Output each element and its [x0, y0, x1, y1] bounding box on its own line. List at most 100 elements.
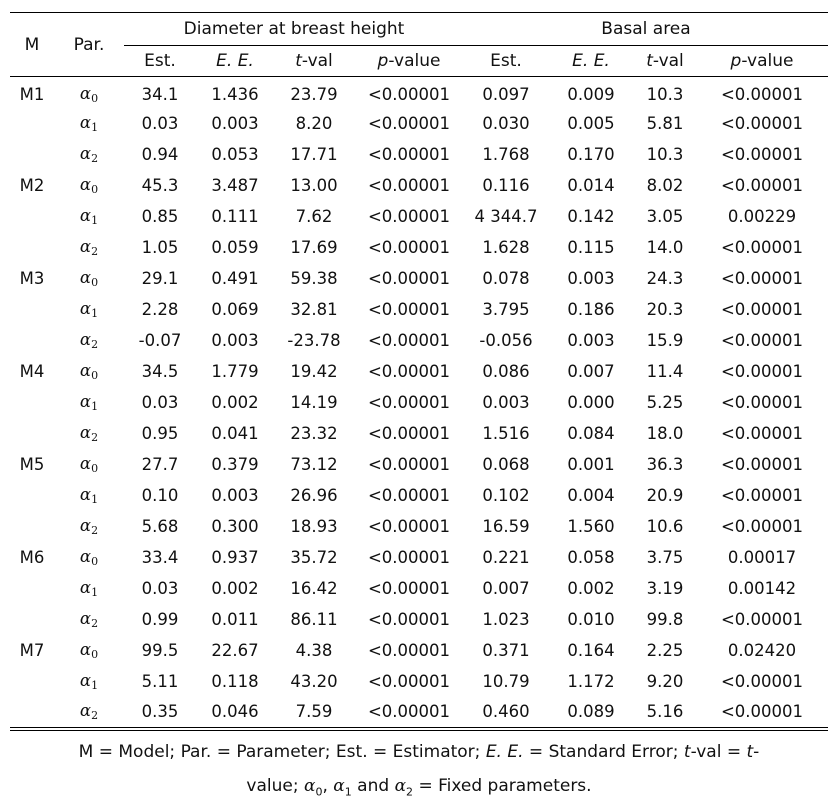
- pvalue-ba-cell: <0.00001: [720, 609, 804, 629]
- tval-dbh-cell: 35.72: [290, 547, 338, 567]
- pvalue-dbh-cell: <0.00001: [367, 175, 451, 195]
- se-ba-cell: 0.164: [567, 640, 615, 660]
- se-ba-cell: 0.007: [567, 361, 615, 381]
- alpha-symbol: α: [79, 639, 92, 659]
- est-ba-cell: 0.068: [482, 454, 530, 474]
- se-dbh-cell: 0.041: [211, 423, 259, 443]
- tval-ba-cell: 10.3: [646, 84, 684, 104]
- est-ba-cell: 0.086: [482, 361, 530, 381]
- se-dbh-cell: 3.487: [211, 175, 259, 195]
- tval-ba-cell: 18.0: [646, 423, 684, 443]
- alpha-subscript: 2: [91, 337, 99, 351]
- table-row: M7 α0 99.5 22.67 4.38 <0.00001 0.371 0.164 2.25 0…: [10, 635, 828, 666]
- est-ba-cell: 0.102: [482, 485, 530, 505]
- model-cell: M1: [19, 84, 45, 104]
- est-dbh-cell: 5.11: [141, 671, 179, 691]
- se-ba-cell: 0.003: [567, 330, 615, 350]
- tval-ba-cell: 10.6: [646, 516, 684, 536]
- tval-dbh-cell: -23.78: [287, 330, 341, 350]
- est-dbh-cell: 0.03: [141, 578, 179, 598]
- est-ba-cell: 1.628: [482, 237, 530, 257]
- tval-ba-cell: 11.4: [646, 361, 684, 381]
- model-cell: M2: [19, 175, 45, 195]
- se-ba-cell: 0.003: [567, 268, 615, 288]
- tval-ba-cell: 10.3: [646, 144, 684, 164]
- table-row: α2 0.95 0.041 23.32 <0.00001 1.516 0.084 18.0 <0…: [10, 418, 828, 449]
- table-row: M4 α0 34.5 1.779 19.42 <0.00001 0.086 0.007 11.4…: [10, 356, 828, 387]
- alpha-symbol: α: [79, 329, 92, 349]
- parameter-cell: α0: [54, 356, 124, 387]
- parameter-cell: α0: [54, 449, 124, 480]
- alpha-symbol: α: [79, 701, 92, 721]
- se-dbh-cell: 0.379: [211, 454, 259, 474]
- parameter-cell: α1: [54, 573, 124, 604]
- se-ba-cell: 0.000: [567, 392, 615, 412]
- tval-dbh-cell: 17.69: [290, 237, 338, 257]
- alpha-subscript: 1: [91, 306, 99, 320]
- est-ba-cell: 0.097: [482, 84, 530, 104]
- pvalue-ba-cell: <0.00001: [720, 702, 804, 722]
- model-cell: [10, 325, 54, 356]
- pvalue-ba-cell: <0.00001: [720, 237, 804, 257]
- pvalue-dbh-cell: <0.00001: [367, 299, 451, 319]
- tval-dbh-cell: 8.20: [295, 113, 333, 133]
- est-ba-cell: 16.59: [482, 516, 530, 536]
- parameter-cell: α2: [54, 418, 124, 449]
- table-footnote: M = Model; Par. = Parameter; Est. = Esti…: [10, 730, 828, 809]
- est-dbh-cell: 0.94: [141, 144, 179, 164]
- pvalue-dbh-cell: <0.00001: [367, 578, 451, 598]
- parameter-cell: α1: [54, 387, 124, 418]
- est-dbh-cell: 0.95: [141, 423, 179, 443]
- est-dbh-cell: 5.68: [141, 516, 179, 536]
- model-cell: M4: [19, 361, 45, 381]
- model-cell: [10, 139, 54, 170]
- table-row: α1 0.03 0.002 16.42 <0.00001 0.007 0.002 3.19 0.…: [10, 573, 828, 604]
- model-cell: [10, 387, 54, 418]
- model-cell: [10, 697, 54, 728]
- parameter-estimates-table: M Par. Diameter at breast height Basal a…: [10, 12, 828, 728]
- tval-ba-cell: 24.3: [646, 268, 684, 288]
- parameter-cell: α1: [54, 666, 124, 697]
- alpha-subscript: 0: [91, 554, 99, 568]
- table-row: α2 0.99 0.011 86.11 <0.00001 1.023 0.010 99.8 <0…: [10, 604, 828, 635]
- se-dbh-cell: 22.67: [211, 640, 259, 660]
- est-ba-cell: 0.078: [482, 268, 530, 288]
- table-row: α1 0.03 0.003 8.20 <0.00001 0.030 0.005 5.81 <0.…: [10, 108, 828, 139]
- se-dbh-cell: 0.069: [211, 299, 259, 319]
- header-pvalue-ba: p-value: [730, 51, 794, 71]
- model-cell: M3: [19, 268, 45, 288]
- model-cell: [10, 108, 54, 139]
- se-dbh-cell: 0.003: [211, 485, 259, 505]
- alpha-symbol: α: [79, 391, 92, 411]
- est-ba-cell: 4 344.7: [474, 206, 538, 226]
- header-se-ba: E. E.: [572, 51, 610, 71]
- pvalue-ba-cell: <0.00001: [720, 175, 804, 195]
- tval-dbh-cell: 7.62: [295, 206, 333, 226]
- se-ba-cell: 0.001: [567, 454, 615, 474]
- pvalue-dbh-cell: <0.00001: [367, 206, 451, 226]
- tval-dbh-cell: 14.19: [290, 392, 338, 412]
- table-row: α2 5.68 0.300 18.93 <0.00001 16.59 1.560 10.6 <0…: [10, 511, 828, 542]
- est-ba-cell: -0.056: [479, 330, 533, 350]
- tval-ba-cell: 5.25: [646, 392, 684, 412]
- parameter-cell: α2: [54, 139, 124, 170]
- tval-ba-cell: 20.3: [646, 299, 684, 319]
- pvalue-dbh-cell: <0.00001: [367, 423, 451, 443]
- se-dbh-cell: 1.436: [211, 84, 259, 104]
- alpha-symbol: α: [79, 298, 92, 318]
- pvalue-ba-cell: 0.02420: [727, 640, 797, 660]
- tval-ba-cell: 9.20: [646, 671, 684, 691]
- model-cell: [10, 201, 54, 232]
- alpha-subscript: 0: [91, 647, 99, 661]
- pvalue-dbh-cell: <0.00001: [367, 330, 451, 350]
- alpha-symbol: α: [79, 515, 92, 535]
- est-dbh-cell: 33.4: [141, 547, 179, 567]
- se-ba-cell: 0.089: [567, 702, 615, 722]
- table-row: α1 0.85 0.111 7.62 <0.00001 4 344.7 0.142 3.05 0…: [10, 201, 828, 232]
- footnote-line-2: value; α0, α1 and α2 = Fixed parameters.: [246, 776, 592, 799]
- se-dbh-cell: 0.053: [211, 144, 259, 164]
- model-cell: [10, 511, 54, 542]
- alpha-subscript: 2: [91, 523, 99, 537]
- se-dbh-cell: 0.046: [211, 702, 259, 722]
